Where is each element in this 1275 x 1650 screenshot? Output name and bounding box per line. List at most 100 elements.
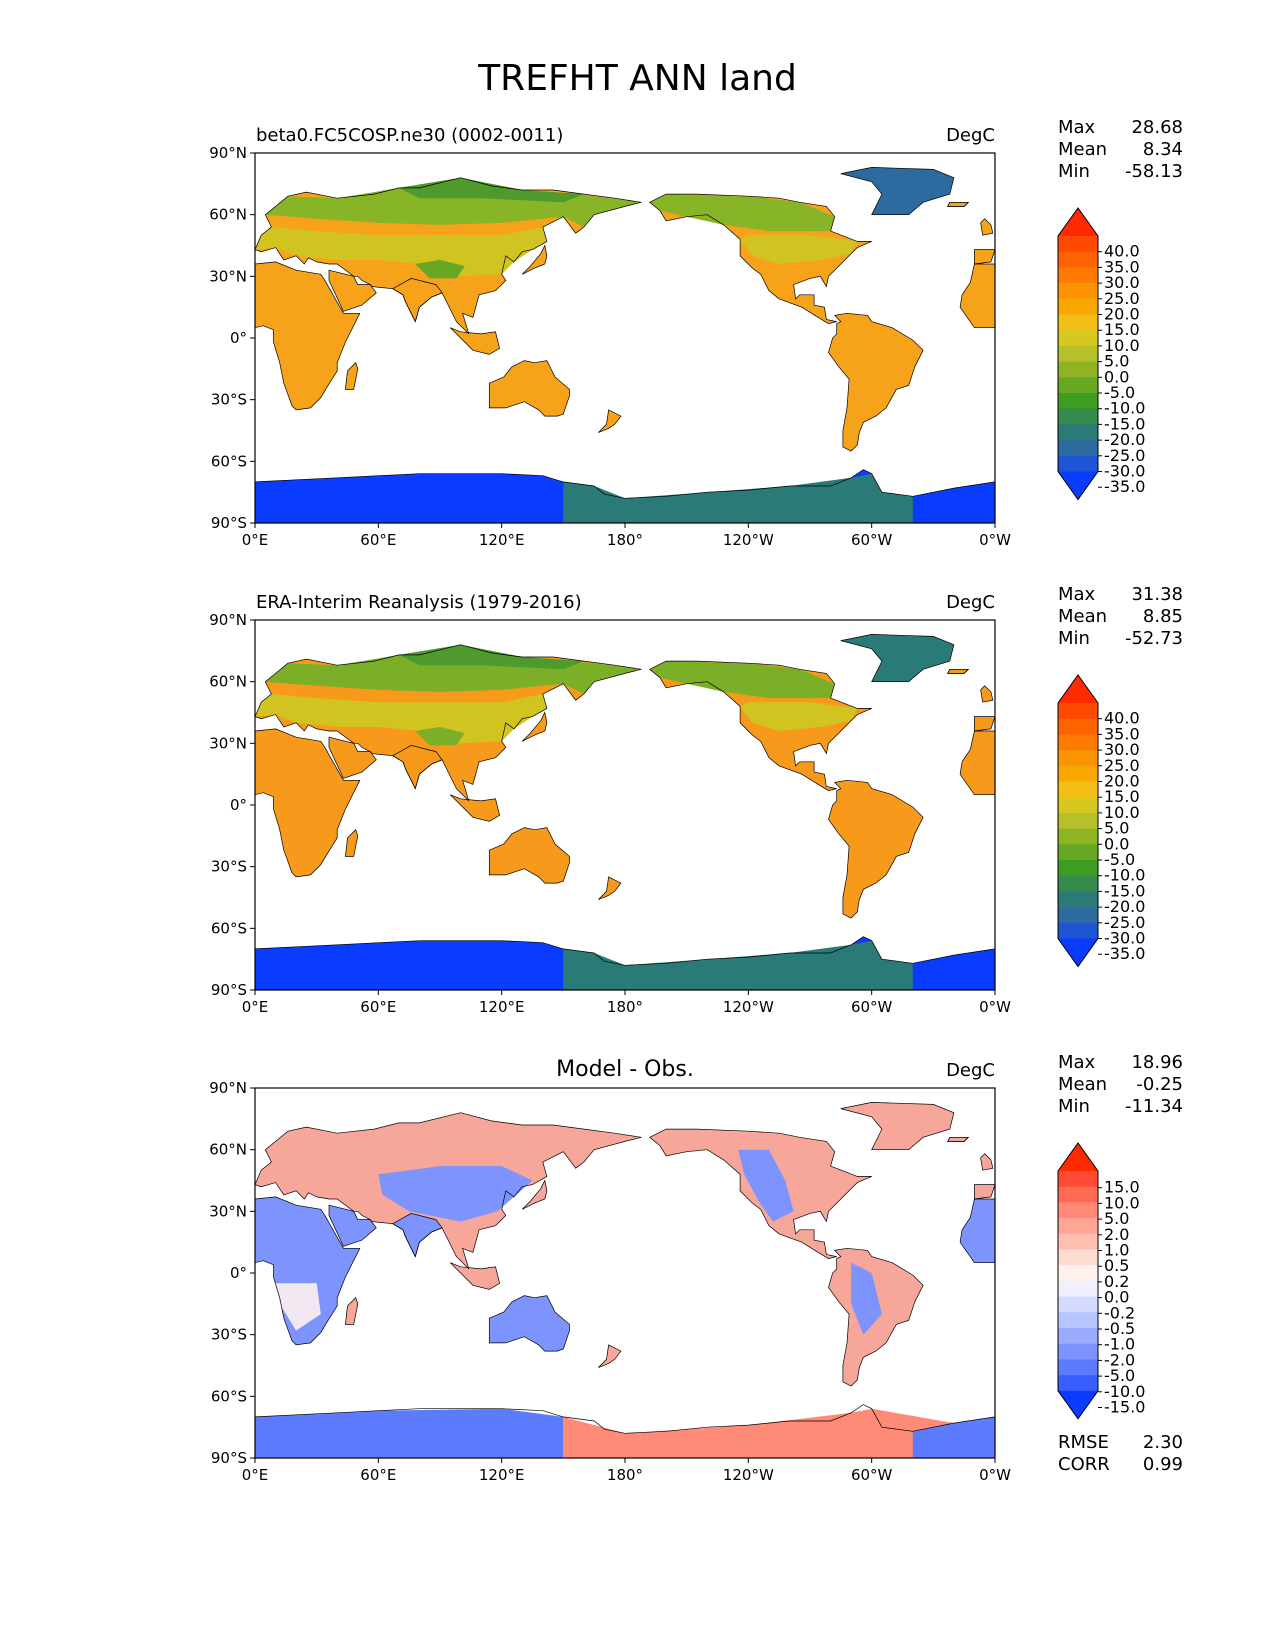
y-tick-label: 90°N xyxy=(209,144,247,162)
colorbar-tick-label: 40.0 xyxy=(1104,242,1140,261)
colorbar-tick-label: 25.0 xyxy=(1104,756,1140,775)
map-area xyxy=(254,152,996,524)
x-tick-label: 0°E xyxy=(242,531,269,549)
y-tick-label: 30°N xyxy=(209,267,247,285)
colorbar-tick-label: 2.0 xyxy=(1104,1225,1129,1244)
colorbar-tick-label: -5.0 xyxy=(1104,850,1135,869)
colorbar-tick-label: 30.0 xyxy=(1104,273,1140,292)
x-tick-label: 120°W xyxy=(723,998,774,1016)
panel-title: beta0.FC5COSP.ne30 (0002-0011) xyxy=(256,125,563,146)
y-tick-label: 30°N xyxy=(209,1202,247,1220)
figure-title: TREFHT ANN land xyxy=(478,58,797,99)
panel-title: ERA-Interim Reanalysis (1979-2016) xyxy=(256,592,582,613)
x-tick-label: 0°E xyxy=(242,1466,269,1484)
colorbar: 15.010.05.02.01.00.50.20.0-0.2-0.5-1.0-2… xyxy=(1057,1142,1145,1420)
stat-value: 0.99 xyxy=(1143,1454,1183,1475)
y-tick-label: 30°S xyxy=(211,1326,247,1344)
units-label: DegC xyxy=(946,592,995,613)
colorbar-tick-label: 15.0 xyxy=(1104,320,1140,339)
y-tick-label: 0° xyxy=(230,1264,247,1282)
stat-label: Mean xyxy=(1058,606,1107,627)
colorbar-tick-label: 10.0 xyxy=(1104,1193,1140,1212)
colorbar-tick-label: 15.0 xyxy=(1104,787,1140,806)
stat-label: Min xyxy=(1058,628,1090,649)
stat-label: CORR xyxy=(1058,1454,1110,1475)
colorbar-tick-label: -10.0 xyxy=(1104,1382,1145,1401)
x-tick-label: 0°W xyxy=(979,1466,1011,1484)
x-tick-label: 120°W xyxy=(723,531,774,549)
y-tick-label: 30°N xyxy=(209,734,247,752)
map-panel-diff: Model - Obs. DegC 90°N 60°N 30°N 0° 30°S 60°S 90… xyxy=(209,1052,1183,1484)
stat-value: 18.96 xyxy=(1131,1052,1183,1073)
colorbar-tick-label: 0.5 xyxy=(1104,1256,1129,1275)
colorbar-tick-label: -15.0 xyxy=(1104,1398,1145,1417)
x-tick-label: 120°W xyxy=(723,1466,774,1484)
colorbar-tick-label: -2.0 xyxy=(1104,1350,1135,1369)
x-tick-label: 60°E xyxy=(360,998,396,1016)
colorbar-tick-label: -0.2 xyxy=(1104,1303,1135,1322)
colorbar-tick-label: 35.0 xyxy=(1104,257,1140,276)
y-tick-label: 90°S xyxy=(211,981,247,999)
colorbar-tick-label: -0.5 xyxy=(1104,1319,1135,1338)
colorbar: 40.035.030.025.020.015.010.05.00.0-5.0-1… xyxy=(1057,674,1145,968)
stat-label: Max xyxy=(1058,117,1096,138)
x-tick-label: 120°E xyxy=(479,1466,525,1484)
y-tick-label: 90°N xyxy=(209,611,247,629)
colorbar-tick-label: 5.0 xyxy=(1104,1209,1129,1228)
x-tick-label: 60°E xyxy=(360,1466,396,1484)
y-tick-label: 60°S xyxy=(211,452,247,470)
stat-value: 28.68 xyxy=(1131,117,1183,138)
colorbar-tick-label: 15.0 xyxy=(1104,1178,1140,1197)
stat-value: 8.85 xyxy=(1143,606,1183,627)
y-tick-label: 60°N xyxy=(209,1141,247,1159)
y-tick-label: 90°S xyxy=(211,514,247,532)
colorbar-tick-label: -10.0 xyxy=(1104,399,1145,418)
colorbar-tick-label: 10.0 xyxy=(1104,336,1140,355)
y-tick-label: 60°S xyxy=(211,919,247,937)
map-panel-reference: ERA-Interim Reanalysis (1979-2016) DegC 90… xyxy=(209,584,1183,1016)
y-tick-label: 0° xyxy=(230,796,247,814)
x-tick-label: 0°W xyxy=(979,998,1011,1016)
colorbar-tick-label: -5.0 xyxy=(1104,1366,1135,1385)
y-tick-label: 60°N xyxy=(209,206,247,224)
y-tick-label: 90°S xyxy=(211,1449,247,1467)
colorbar-tick-label: -15.0 xyxy=(1104,414,1145,433)
colorbar-tick-label: 0.2 xyxy=(1104,1272,1129,1291)
stat-label: Max xyxy=(1058,1052,1096,1073)
stat-label: Max xyxy=(1058,584,1096,605)
x-tick-label: 0°E xyxy=(242,998,269,1016)
x-tick-label: 120°E xyxy=(479,998,525,1016)
x-tick-label: 120°E xyxy=(479,531,525,549)
colorbar-tick-label: 10.0 xyxy=(1104,803,1140,822)
colorbar-tick-label: -1.0 xyxy=(1104,1335,1135,1354)
y-tick-label: 30°S xyxy=(211,858,247,876)
stat-value: 31.38 xyxy=(1131,584,1183,605)
colorbar-tick-label: -10.0 xyxy=(1104,866,1145,885)
y-tick-label: 60°S xyxy=(211,1387,247,1405)
x-tick-label: 60°W xyxy=(851,531,893,549)
y-tick-label: 90°N xyxy=(209,1079,247,1097)
colorbar-tick-label: 5.0 xyxy=(1104,352,1129,371)
colorbar-tick-label: -25.0 xyxy=(1104,913,1145,932)
stat-label: Min xyxy=(1058,161,1090,182)
stat-value: 2.30 xyxy=(1143,1432,1183,1453)
stat-value: 8.34 xyxy=(1143,139,1183,160)
colorbar-tick-label: 1.0 xyxy=(1104,1241,1129,1260)
colorbar-tick-label: 5.0 xyxy=(1104,819,1129,838)
colorbar-tick-label: -5.0 xyxy=(1104,383,1135,402)
colorbar: 40.035.030.025.020.015.010.05.00.0-5.0-1… xyxy=(1057,207,1145,501)
x-tick-label: 60°W xyxy=(851,1466,893,1484)
map-area xyxy=(254,619,996,991)
x-tick-label: 60°E xyxy=(360,531,396,549)
map-area xyxy=(254,1087,996,1459)
colorbar-tick-label: 40.0 xyxy=(1104,709,1140,728)
colorbar-tick-label: -35.0 xyxy=(1104,477,1145,496)
colorbar-tick-label: -25.0 xyxy=(1104,446,1145,465)
colorbar-tick-label: 25.0 xyxy=(1104,289,1140,308)
y-tick-label: 30°S xyxy=(211,391,247,409)
colorbar-tick-label: -20.0 xyxy=(1104,430,1145,449)
stat-value: -0.25 xyxy=(1136,1074,1183,1095)
x-tick-label: 60°W xyxy=(851,998,893,1016)
x-tick-label: 0°W xyxy=(979,531,1011,549)
colorbar-tick-label: -15.0 xyxy=(1104,881,1145,900)
